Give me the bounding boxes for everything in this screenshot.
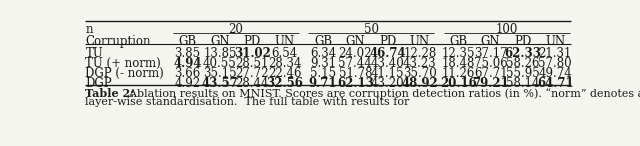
Text: TU (+ norm): TU (+ norm): [85, 57, 161, 70]
Text: 64.71: 64.71: [537, 77, 573, 90]
Text: 57.44: 57.44: [339, 57, 372, 70]
Text: 4.94: 4.94: [173, 57, 202, 70]
Text: UN: UN: [545, 35, 565, 48]
Text: 58.26: 58.26: [506, 57, 540, 70]
Text: 37.17: 37.17: [474, 47, 508, 60]
Text: 51.78: 51.78: [339, 67, 372, 80]
Text: 9.31: 9.31: [310, 57, 336, 70]
Text: 55.95: 55.95: [506, 67, 540, 80]
Text: 24.02: 24.02: [339, 47, 372, 60]
Text: 31.02: 31.02: [234, 47, 271, 60]
Text: 41.15: 41.15: [371, 67, 404, 80]
Text: 79.21: 79.21: [472, 77, 509, 90]
Text: 46.74: 46.74: [369, 47, 406, 60]
Text: n: n: [85, 23, 93, 36]
Text: Ablation results on MNIST. Scores are corruption detection ratios (in %). “norm”: Ablation results on MNIST. Scores are co…: [122, 88, 640, 99]
Text: GN: GN: [210, 35, 230, 48]
Text: 9.71: 9.71: [308, 77, 337, 90]
Text: GB: GB: [179, 35, 196, 48]
Text: 48.92: 48.92: [401, 77, 438, 90]
Text: Table 2:: Table 2:: [85, 88, 134, 99]
Text: 75.06: 75.06: [474, 57, 508, 70]
Text: 3.85: 3.85: [175, 47, 201, 60]
Text: 50: 50: [364, 23, 379, 36]
Text: 49.74: 49.74: [538, 67, 572, 80]
Text: 13.85: 13.85: [203, 47, 237, 60]
Text: GN: GN: [481, 35, 500, 48]
Text: 3.66: 3.66: [175, 67, 201, 80]
Text: 62.33: 62.33: [504, 47, 541, 60]
Text: Corruption: Corruption: [85, 35, 151, 48]
Text: 43.20: 43.20: [371, 77, 404, 90]
Text: 40.55: 40.55: [203, 57, 237, 70]
Text: GB: GB: [314, 35, 332, 48]
Text: 58.14: 58.14: [506, 77, 540, 90]
Text: 57.80: 57.80: [538, 57, 572, 70]
Text: 28.34: 28.34: [268, 57, 301, 70]
Text: DGP (- norm): DGP (- norm): [85, 67, 164, 80]
Text: 32.56: 32.56: [266, 77, 303, 90]
Text: PD: PD: [515, 35, 532, 48]
Text: 28.44: 28.44: [236, 77, 269, 90]
Text: PD: PD: [379, 35, 396, 48]
Text: GN: GN: [346, 35, 365, 48]
Text: 22.46: 22.46: [268, 67, 301, 80]
Text: DGP: DGP: [85, 77, 112, 90]
Text: 11.26: 11.26: [442, 67, 475, 80]
Text: 43.57: 43.57: [202, 77, 238, 90]
Text: 28.51: 28.51: [236, 57, 269, 70]
Text: 43.23: 43.23: [403, 57, 436, 70]
Text: UN: UN: [275, 35, 294, 48]
Text: 6.34: 6.34: [310, 47, 336, 60]
Text: 62.13: 62.13: [337, 77, 374, 90]
Text: 43.40: 43.40: [371, 57, 404, 70]
Text: 35.70: 35.70: [403, 67, 436, 80]
Text: 4.92: 4.92: [175, 77, 201, 90]
Text: UN: UN: [410, 35, 430, 48]
Text: 12.28: 12.28: [403, 47, 436, 60]
Text: 6.54: 6.54: [271, 47, 298, 60]
Text: 12.35: 12.35: [442, 47, 475, 60]
Text: 100: 100: [495, 23, 518, 36]
Text: 21.31: 21.31: [538, 47, 572, 60]
Text: TU: TU: [85, 47, 103, 60]
Text: 20: 20: [228, 23, 243, 36]
Text: PD: PD: [244, 35, 261, 48]
Text: 20.16: 20.16: [440, 77, 477, 90]
Text: 27.72: 27.72: [236, 67, 269, 80]
Text: layer-wise standardisation.  The full table with results for: layer-wise standardisation. The full tab…: [85, 97, 413, 107]
Text: 67.71: 67.71: [474, 67, 508, 80]
Text: 5.15: 5.15: [310, 67, 336, 80]
Text: 35.15: 35.15: [203, 67, 237, 80]
Text: 18.48: 18.48: [442, 57, 475, 70]
Text: GB: GB: [449, 35, 467, 48]
